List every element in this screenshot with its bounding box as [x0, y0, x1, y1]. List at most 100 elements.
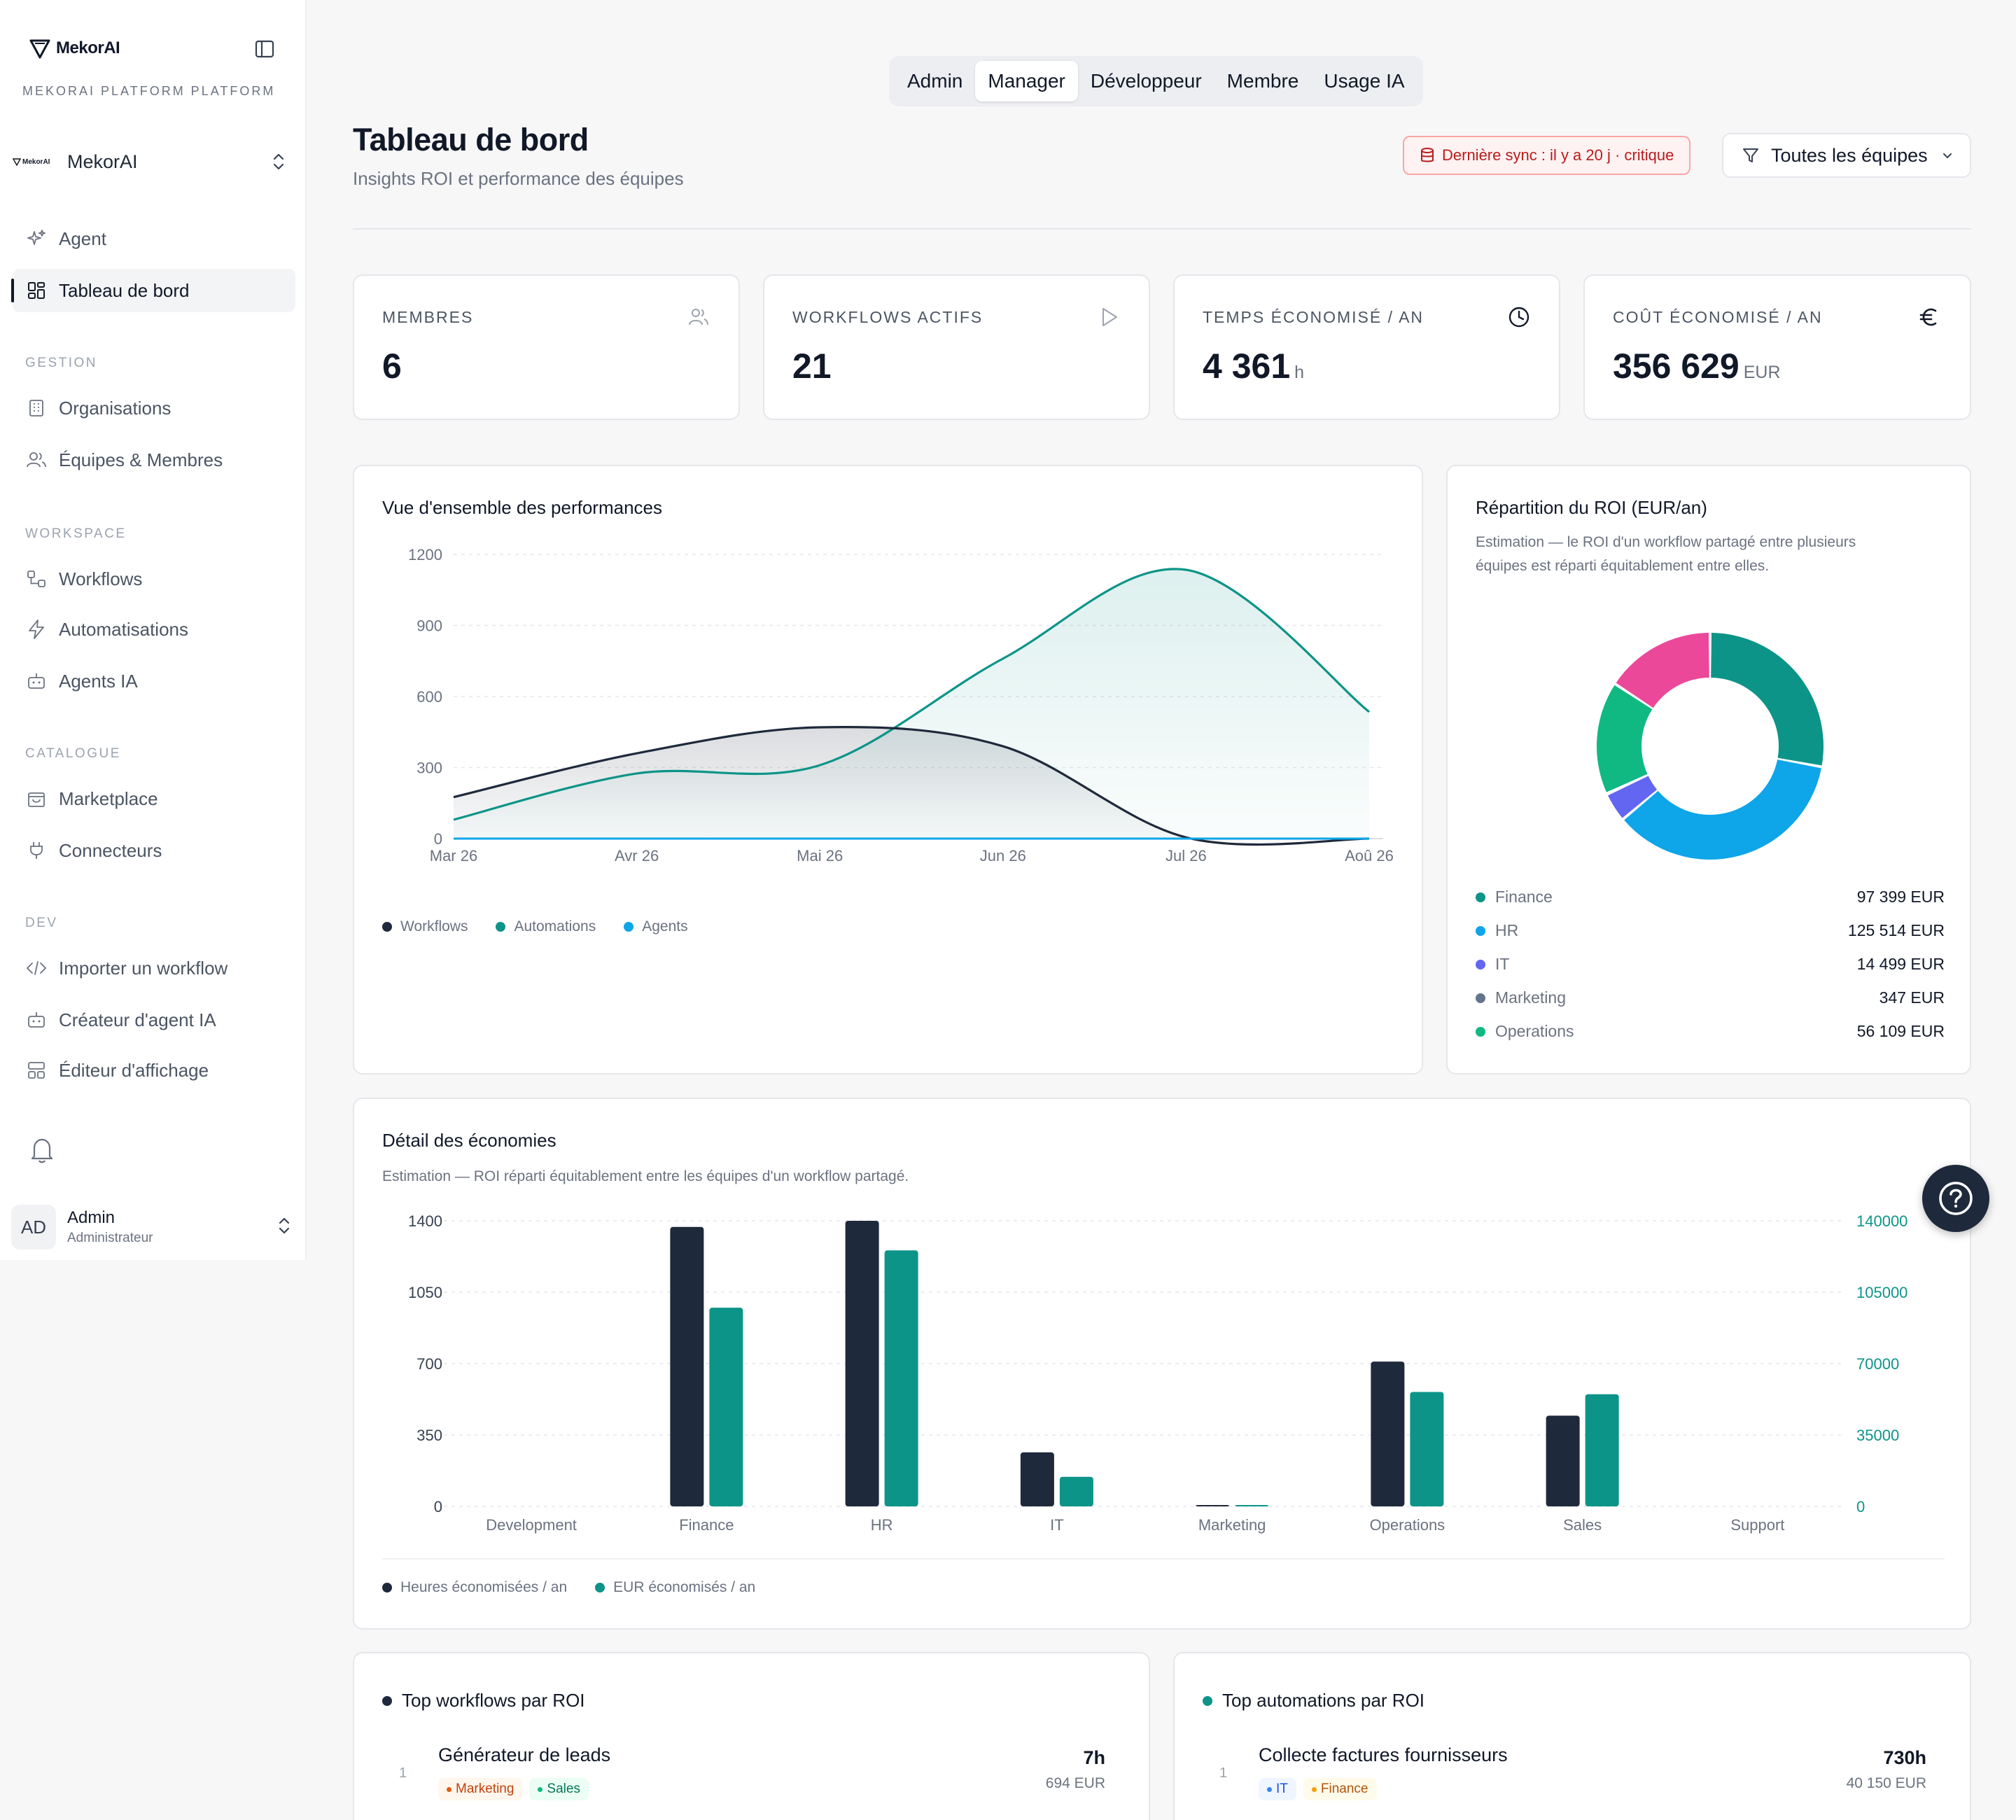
sidebar-item-connectors[interactable]: Connecteurs [13, 829, 295, 872]
section-dev: DEV [25, 916, 58, 930]
org-switcher[interactable]: MekorAI MekorAI [13, 143, 294, 181]
y-left-tick-label: 700 [416, 1355, 442, 1373]
item-hours: 730h [1883, 1747, 1926, 1768]
brand[interactable]: MekorAI [28, 36, 120, 60]
tab-admin[interactable]: Admin [907, 70, 963, 92]
roi-subtitle-line-2: équipes est réparti équitablement entre … [1476, 558, 1770, 574]
chevron-down-icon [1942, 153, 1952, 159]
sidebar-item-dashboard[interactable]: Tableau de bord [11, 269, 295, 312]
bar-hours-hr[interactable] [845, 1221, 879, 1506]
help-button[interactable] [1922, 1165, 1989, 1232]
bar-hours-finance[interactable] [670, 1226, 704, 1506]
bar-hours-marketing[interactable] [1196, 1505, 1230, 1506]
bar-eur-marketing[interactable] [1235, 1505, 1269, 1506]
bar-eur-hr[interactable] [884, 1250, 918, 1506]
sidebar-item-label: Organisations [59, 397, 172, 419]
roi-row-label: HR [1495, 921, 1519, 939]
x-tick-label: Finance [679, 1516, 734, 1534]
bar-eur-sales[interactable] [1585, 1394, 1619, 1506]
bar-eur-finance[interactable] [709, 1308, 743, 1506]
sidebar-item-teams[interactable]: Équipes & Membres [13, 438, 295, 482]
sidebar-item-agents-ia[interactable]: Agents IA [13, 659, 295, 703]
top-automations-card: Top automations par ROI 1 Collecte factu… [1173, 1652, 1971, 1820]
clock-icon [1508, 307, 1530, 328]
savings-title: Détail des économies [382, 1130, 556, 1151]
roi-row-operations: Operations 56 109 EUR [1476, 1022, 1945, 1041]
donut-slice-it[interactable] [1608, 776, 1658, 818]
roi-title: Répartition du ROI (EUR/an) [1476, 497, 1707, 518]
y-right-tick-label: 35000 [1856, 1427, 1899, 1444]
x-tick-label: Mar 26 [430, 847, 477, 864]
kpi-card-workflows: WORKFLOWS ACTIFS 21 [763, 274, 1150, 420]
sidebar-item-automations[interactable]: Automatisations [13, 608, 295, 651]
kpi-card-time-saved: TEMPS ÉCONOMISÉ / AN 4 361 h [1173, 274, 1560, 420]
series-line-automations[interactable] [453, 568, 1370, 821]
bar-hours-it[interactable] [1020, 1452, 1054, 1506]
savings-card: Détail des économies Estimation — ROI ré… [353, 1098, 1971, 1630]
sidebar-item-agent[interactable]: Agent [13, 217, 295, 260]
y-right-tick-label: 105000 [1856, 1284, 1907, 1301]
bell-icon[interactable] [28, 1135, 56, 1165]
donut-slice-hr[interactable] [1624, 760, 1821, 860]
user-info: Admin Administrateur [56, 1208, 153, 1246]
bar-eur-it[interactable] [1059, 1476, 1093, 1506]
bar-hours-sales[interactable] [1546, 1415, 1580, 1506]
team-filter-select[interactable]: Toutes les équipes [1722, 133, 1971, 178]
tag-sales: Sales [529, 1778, 589, 1800]
org-mini-logo-text: MekorAI [22, 158, 50, 166]
legend-item-automations[interactable]: Automations [496, 918, 596, 935]
sync-status-badge[interactable]: Dernière sync : il y a 20 j · critique [1403, 136, 1691, 175]
title-dot [1203, 1695, 1212, 1706]
sidebar-item-label: Workflows [59, 568, 143, 589]
rank: 1 [1219, 1765, 1228, 1781]
kpi-label: WORKFLOWS ACTIFS [792, 308, 983, 326]
mekorai-logo-icon [29, 39, 50, 59]
tag-label: IT [1276, 1782, 1288, 1796]
tag-dot [447, 1786, 451, 1792]
bar-eur-operations[interactable] [1410, 1392, 1444, 1506]
platform-label: MEKORAI PLATFORM PLATFORM [22, 84, 276, 98]
donut-slice-sales[interactable] [1616, 633, 1709, 708]
series-line-workflows[interactable] [453, 725, 1370, 846]
y-right-tick-label: 140000 [1856, 1212, 1907, 1230]
y-left-tick-label: 1400 [408, 1212, 442, 1230]
sidebar-item-agent-builder[interactable]: Créateur d'agent IA [13, 998, 295, 1042]
top-workflows-title: Top workflows par ROI [382, 1690, 585, 1712]
sidebar-item-marketplace[interactable]: Marketplace [13, 777, 295, 820]
legend-label: EUR économisés / an [613, 1579, 756, 1595]
sidebar-item-label: Importer un workflow [59, 957, 228, 979]
sidebar-item-import-workflow[interactable]: Importer un workflow [13, 946, 295, 990]
header-divider [353, 228, 1971, 230]
sidebar-item-label: Tableau de bord [59, 279, 190, 301]
roi-row-label: Marketing [1495, 988, 1566, 1007]
roi-row-value: 125 514 EUR [1847, 921, 1945, 939]
roi-row-it: IT 14 499 EUR [1476, 955, 1945, 974]
legend-item-hours[interactable]: Heures économisées / an [382, 1579, 567, 1596]
legend-item-eur[interactable]: EUR économisés / an [595, 1579, 755, 1596]
sidebar-toggle-icon[interactable] [255, 39, 274, 59]
x-tick-label: Development [486, 1516, 577, 1534]
legend-dot [496, 922, 506, 932]
help-icon [1939, 1182, 1973, 1215]
legend-item-agents[interactable]: Agents [624, 918, 688, 935]
tag-label: Sales [547, 1782, 580, 1796]
tab-usage-ia[interactable]: Usage IA [1324, 70, 1405, 92]
user-menu[interactable]: AD Admin Administrateur [11, 1203, 298, 1252]
bar-hours-operations[interactable] [1371, 1362, 1405, 1506]
item-name: Générateur de leads [438, 1744, 611, 1765]
roi-subtitle-line-1: Estimation — le ROI d'un workflow partag… [1476, 534, 1856, 550]
sidebar-item-organisations[interactable]: Organisations [13, 386, 295, 430]
tab-membre[interactable]: Membre [1226, 70, 1299, 92]
legend-item-workflows[interactable]: Workflows [382, 918, 468, 935]
sidebar-item-workflows[interactable]: Workflows [13, 557, 295, 601]
donut-slice-finance[interactable] [1711, 633, 1823, 766]
kpi-number: 356 629 [1613, 346, 1740, 386]
section-catalogue: CATALOGUE [25, 746, 121, 761]
tab-manager[interactable]: Manager [975, 61, 1078, 102]
legend-dot [1476, 925, 1485, 936]
sidebar-item-display-editor[interactable]: Éditeur d'affichage [13, 1049, 295, 1092]
tab-developpeur[interactable]: Développeur [1090, 70, 1202, 92]
avatar: AD [11, 1205, 56, 1250]
kpi-card-cost-saved: COÛT ÉCONOMISÉ / AN 356 629 EUR [1583, 274, 1971, 420]
donut-slice-operations[interactable] [1597, 685, 1653, 792]
